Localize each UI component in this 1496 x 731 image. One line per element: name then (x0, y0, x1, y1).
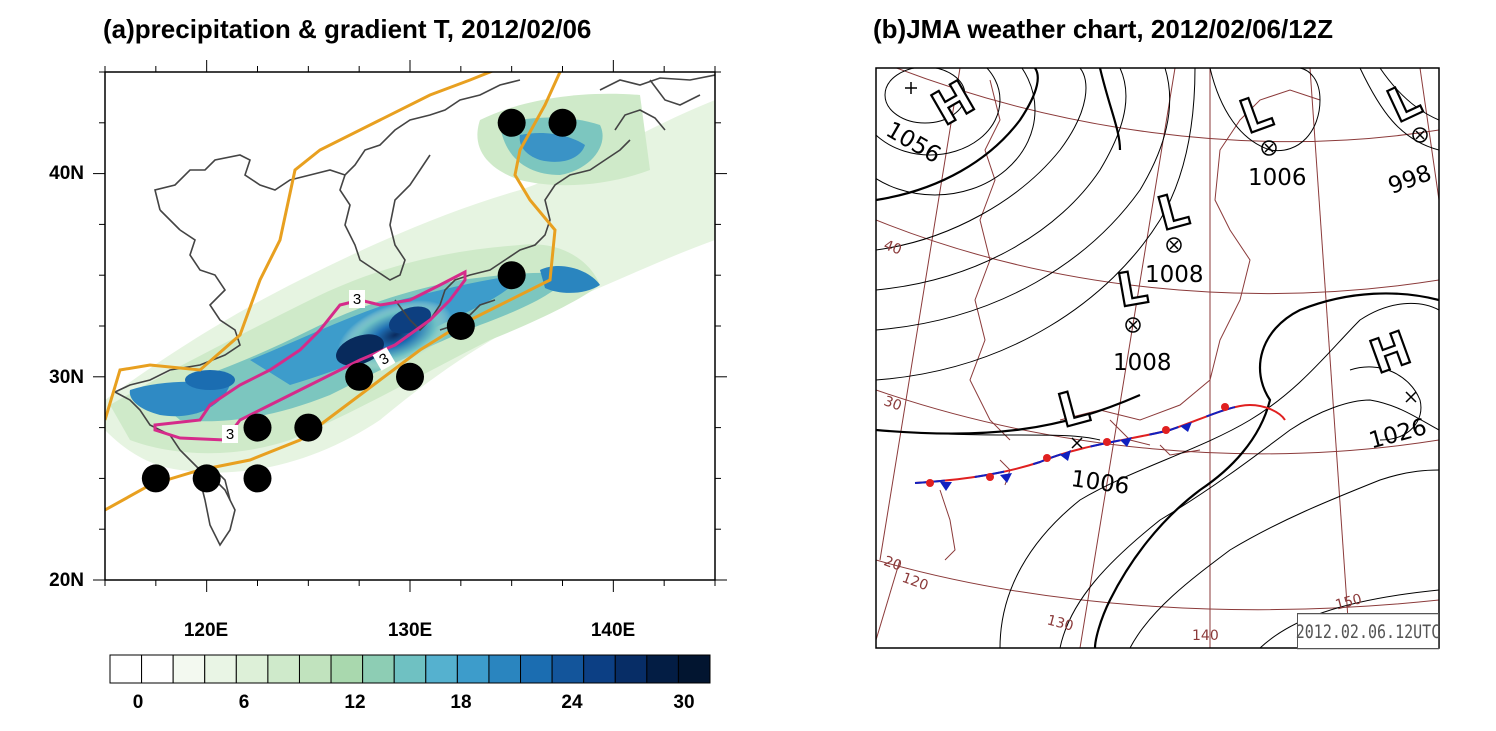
pressure-value-1008-b: 1008 (1113, 350, 1172, 376)
pressure-value-1006-north: 1006 (1248, 165, 1307, 191)
colorbar-swatch-5 (267, 654, 300, 684)
grid-label-130: 130 (1045, 612, 1075, 634)
colorbar-swatch-0 (109, 654, 143, 684)
station-dot-8 (141, 464, 170, 493)
station-dot-1 (548, 108, 577, 137)
colorbar-swatch-11 (456, 654, 490, 684)
station-dot-4 (345, 362, 374, 391)
panel-a-title: (a)precipitation & gradient T, 2012/02/0… (103, 14, 592, 44)
station-dot-3 (446, 312, 475, 340)
station-dots (141, 108, 577, 493)
station-dot-7 (294, 413, 323, 442)
pressure-value-1008-a: 1008 (1145, 262, 1204, 288)
colorbar (109, 654, 711, 684)
panel-b-title: (b)JMA weather chart, 2012/02/06/12Z (873, 14, 1334, 44)
grid-label-20: 20 (881, 553, 903, 574)
station-dot-6 (243, 413, 272, 442)
colorbar-label-18: 18 (450, 692, 472, 713)
grid-labels: 40 30 20 120 130 140 150 (881, 237, 1363, 644)
colorbar-label-6: 6 (238, 692, 250, 713)
weather-front (914, 403, 1286, 491)
gradient-contour (153, 269, 467, 442)
colorbar-label-30: 30 (673, 692, 695, 713)
lat-label-40n: 40N (49, 163, 84, 184)
colorbar-swatch-1 (141, 654, 174, 684)
grid-label-150: 150 (1334, 591, 1364, 613)
panel-a-ticks (93, 60, 727, 592)
grid-label-140: 140 (1192, 628, 1219, 644)
precip-field (105, 93, 715, 473)
colorbar-swatch-7 (330, 654, 364, 684)
colorbar-swatch-15 (583, 654, 616, 684)
lat-label-20n: 20N (49, 570, 84, 591)
colorbar-swatch-14 (551, 654, 585, 684)
colorbar-swatch-10 (425, 654, 458, 684)
colorbar-label-12: 12 (344, 692, 366, 713)
lon-label-140e: 140E (590, 620, 636, 641)
colorbar-swatch-12 (488, 654, 522, 684)
colorbar-label-0: 0 (132, 692, 144, 713)
station-dot-9 (192, 464, 221, 493)
colorbar-swatch-3 (204, 654, 237, 684)
colorbar-label-24: 24 (561, 692, 583, 713)
isobars-bold (876, 68, 1439, 648)
pressure-centers (905, 82, 1428, 449)
station-dot-10 (243, 464, 272, 493)
colorbar-swatch-6 (298, 654, 332, 684)
station-dot-5 (396, 362, 424, 391)
latlon-grid (876, 68, 1439, 648)
colorbar-swatch-18 (677, 654, 711, 684)
colorbar-swatch-4 (235, 654, 269, 684)
panel-a-map (105, 72, 715, 547)
panel-b-map: H L L L L H L (876, 68, 1439, 648)
station-dot-0 (497, 108, 526, 137)
colorbar-swatch-2 (172, 654, 206, 684)
contour-label-1: 3 (353, 291, 361, 308)
contour-label-3: 3 (226, 426, 234, 443)
timestamp-box: 2012.02.06.12UTC (1296, 613, 1440, 650)
colorbar-swatch-9 (393, 654, 427, 684)
grid-label-30: 30 (881, 393, 903, 414)
lat-label-30n: 30N (49, 367, 84, 388)
colorbar-swatch-8 (362, 654, 395, 684)
station-dot-2 (497, 261, 526, 290)
isobars (876, 68, 1439, 648)
grid-label-40: 40 (881, 237, 903, 258)
colorbar-swatch-17 (646, 654, 679, 684)
lon-label-120e: 120E (183, 620, 229, 641)
lon-label-130e: 130E (387, 620, 433, 641)
colorbar-swatch-13 (520, 654, 553, 684)
colorbar-swatch-16 (614, 654, 648, 684)
contour-labels (222, 290, 396, 443)
panel-b-frame (875, 67, 1440, 649)
